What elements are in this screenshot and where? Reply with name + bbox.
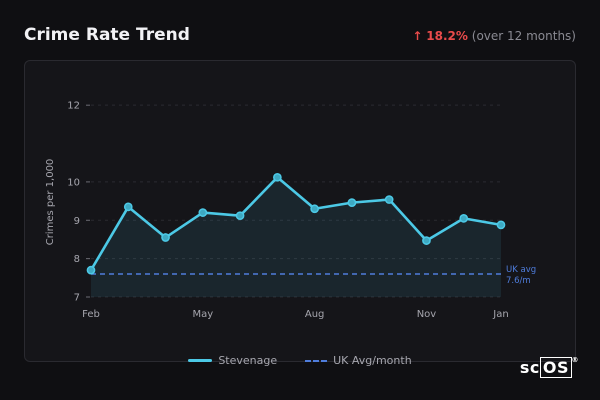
y-tick-label-10: 10 (67, 177, 80, 188)
data-point-jul (273, 172, 282, 182)
x-tick-label-nov: Nov (417, 309, 437, 320)
legend-swatch-dashed (305, 359, 328, 362)
uk-average-label: UK avg (506, 265, 536, 275)
legend-item-uk-average[interactable]: UK Avg/month (305, 354, 412, 367)
y-tick-label-8: 8 (74, 254, 80, 265)
chart-title: Crime Rate Trend (24, 25, 190, 45)
y-tick-label-9: 9 (74, 216, 80, 227)
change-period: (over 12 months) (471, 29, 576, 43)
series-line-stevenage (89, 176, 502, 271)
data-point-oct (384, 195, 394, 204)
legend-swatch-solid (188, 359, 213, 362)
data-point-apr (161, 233, 170, 242)
data-point-feb (86, 265, 96, 275)
data-point-dec (459, 214, 469, 223)
grid-lines (91, 104, 501, 298)
x-tick-label-may: May (192, 309, 213, 320)
up-arrow-icon: ↑ (412, 29, 423, 43)
uk-average-value-label: 7.6/m (506, 276, 531, 286)
change-indicator: ↑ 18.2% (over 12 months) (412, 29, 576, 43)
change-percent: 18.2% (426, 29, 468, 43)
legend-label-uk-average: UK Avg/month (333, 354, 412, 367)
series-points (86, 172, 506, 275)
y-tick-label-12: 12 (67, 101, 80, 112)
data-point-nov (422, 236, 431, 245)
x-tick-label-aug: Aug (305, 309, 325, 320)
legend-item-stevenage[interactable]: Stevenage (188, 354, 277, 367)
legend-label-stevenage: Stevenage (218, 354, 278, 367)
y-axis-label: Crimes per 1,000 (45, 159, 56, 246)
chart-card (24, 60, 576, 362)
data-point-sep (347, 198, 357, 207)
scos-logo: sc OS ® (519, 356, 579, 378)
chart-legend: Stevenage UK Avg/month (0, 354, 600, 367)
y-axis-ticks: 7 8 9 10 12 (67, 101, 90, 304)
data-point-aug (310, 204, 319, 214)
x-tick-label-jan: Jan (492, 309, 508, 320)
series-area (91, 177, 501, 297)
data-point-mar (123, 202, 133, 212)
x-axis-ticks: Feb May Aug Nov Jan (82, 309, 509, 320)
data-point-jun (235, 211, 245, 221)
y-tick-label-7: 7 (74, 293, 80, 304)
x-tick-label-feb: Feb (82, 309, 100, 320)
data-point-jan (496, 220, 506, 230)
data-point-may (198, 208, 208, 217)
